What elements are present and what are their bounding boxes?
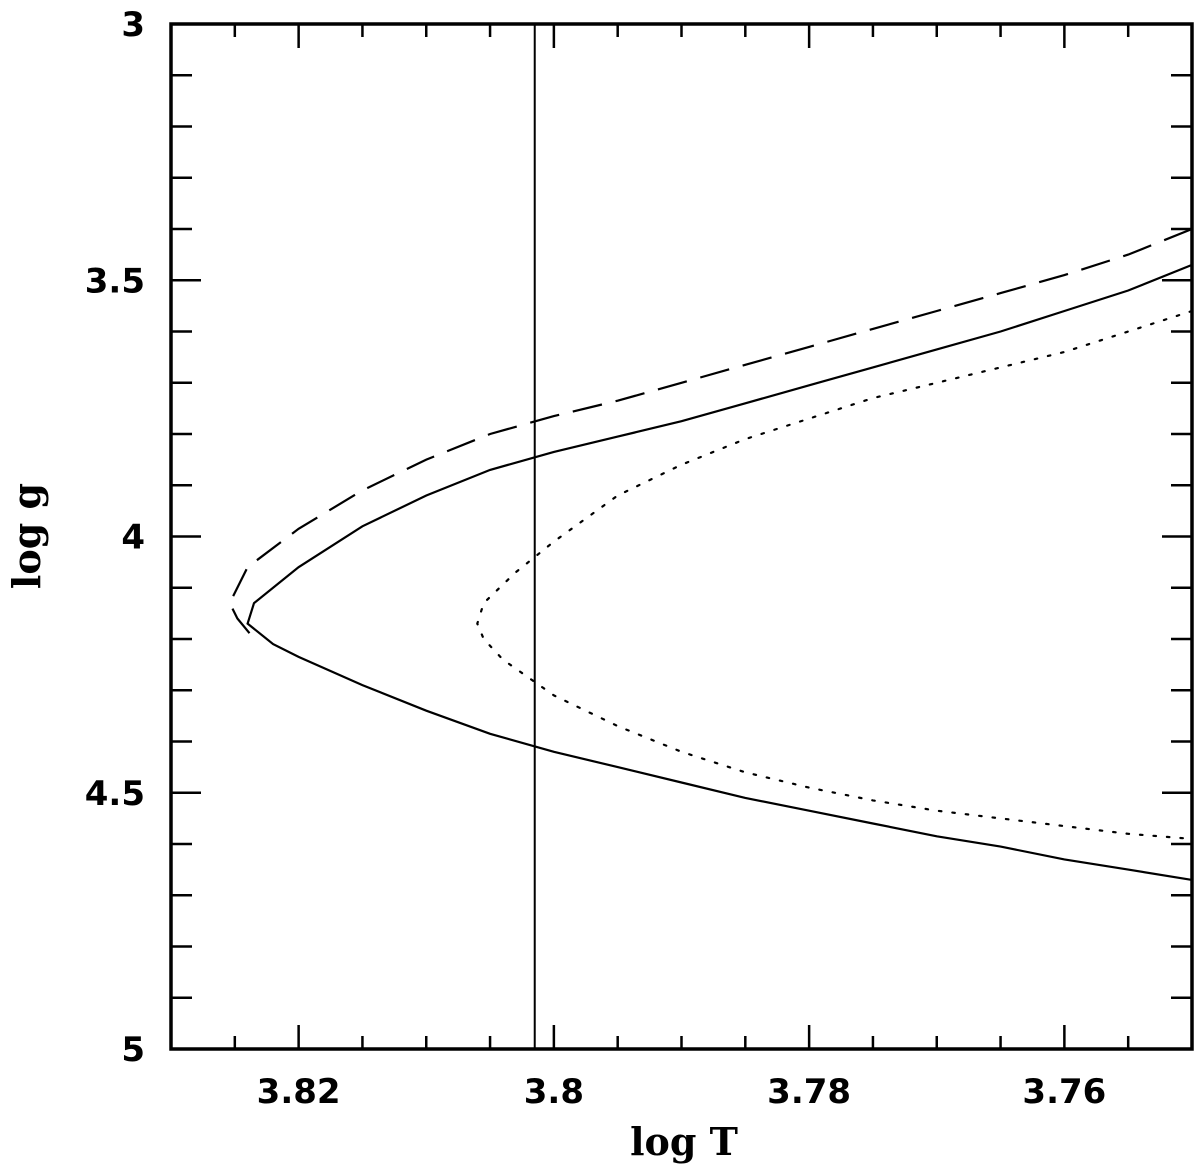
- y-axis-title: log g: [4, 483, 49, 589]
- x-tick-label: 3.8: [524, 1072, 584, 1112]
- y-tick-label: 3.5: [85, 261, 145, 301]
- y-tick-label: 3: [121, 5, 145, 45]
- x-tick-label: 3.76: [1022, 1072, 1106, 1112]
- plot-frame: [169, 22, 1194, 1051]
- series-line-solid: [246, 263, 1193, 881]
- y-tick-labels: 3 3.5 4 4.5 5: [85, 5, 145, 1070]
- x-tick-labels: 3.82 3.8 3.78 3.76: [257, 1072, 1107, 1112]
- axis-ticks: [169, 22, 1194, 1051]
- y-tick-label: 4: [121, 518, 145, 558]
- series-group: [228, 227, 1194, 881]
- x-tick-label: 3.78: [767, 1072, 851, 1112]
- y-tick-label: 5: [121, 1030, 145, 1070]
- series-line-dotted: [476, 309, 1194, 840]
- y-tick-label: 4.5: [85, 774, 145, 814]
- x-tick-label: 3.82: [257, 1072, 341, 1112]
- series-line-dashed: [228, 227, 1193, 635]
- x-axis-title: log T: [630, 1119, 738, 1164]
